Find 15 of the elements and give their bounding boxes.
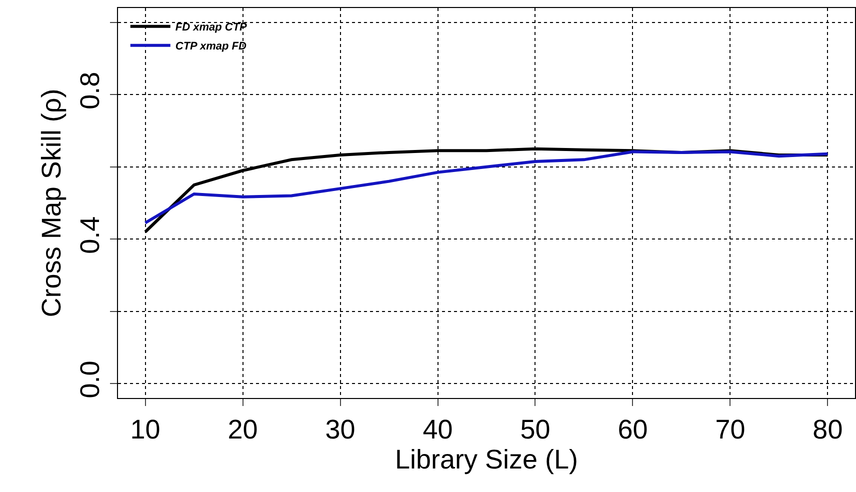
legend-label: FD xmap CTP <box>175 22 248 34</box>
x-axis-title: Library Size (L) <box>394 444 578 474</box>
legend-label: CTP xmap FD <box>175 40 247 53</box>
x-tick-label: 40 <box>422 414 453 444</box>
y-tick-label: 0.0 <box>75 360 106 398</box>
y-axis-title: Cross Map Skill (ρ) <box>36 88 66 318</box>
x-tick-label: 70 <box>715 414 746 444</box>
x-tick-label: 60 <box>618 414 648 444</box>
x-tick-label: 20 <box>228 414 258 444</box>
x-tick-label: 10 <box>130 414 160 444</box>
y-tick-label: 0.8 <box>75 72 106 110</box>
x-tick-label: 50 <box>520 414 550 444</box>
x-tick-label: 30 <box>325 414 356 444</box>
y-tick-label: 0.4 <box>75 216 106 254</box>
x-tick-label: 80 <box>812 414 843 444</box>
